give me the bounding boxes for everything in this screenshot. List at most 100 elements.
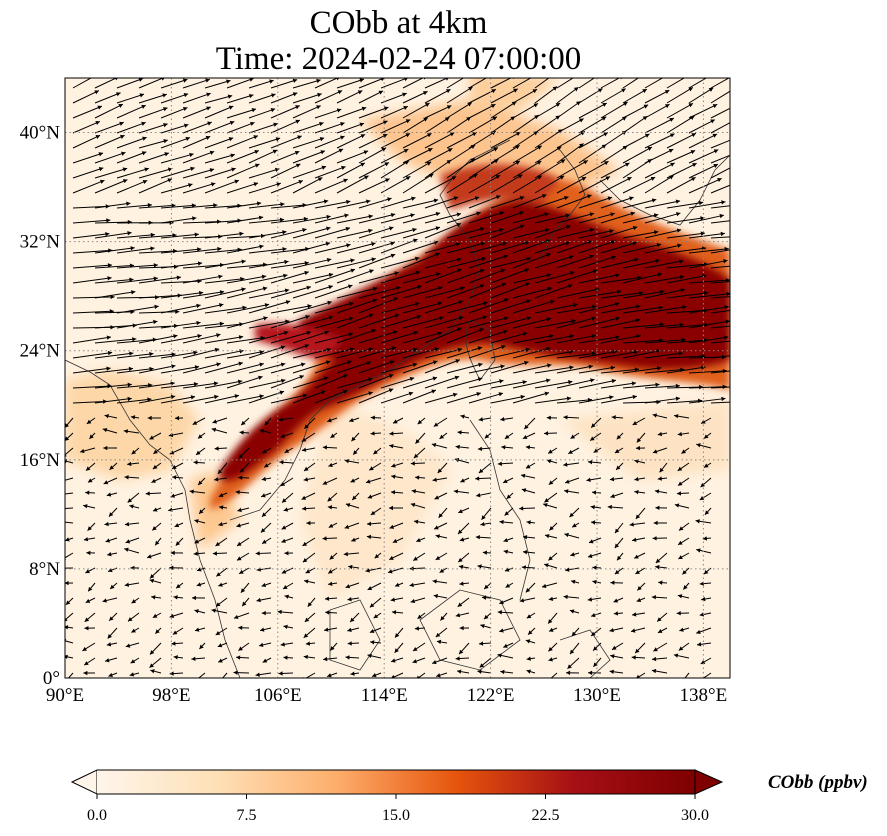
wind-arrow-head [592, 579, 597, 585]
wind-arrow-head [175, 309, 180, 314]
wind-arrow-head [350, 671, 355, 676]
wind-arrow-head [434, 347, 439, 352]
wind-arrow-head [655, 505, 660, 511]
wind-arrow-head [534, 74, 539, 78]
wind-arrow-head [581, 177, 587, 181]
wind-arrow [402, 332, 443, 344]
wind-arrow [490, 361, 529, 374]
wind-arrow [116, 305, 159, 314]
wind-arrow [490, 101, 517, 119]
wind-arrow-head [656, 242, 662, 248]
wind-arrow [160, 167, 195, 179]
wind-arrow-head [453, 489, 459, 494]
wind-arrow [556, 130, 586, 149]
wind-arrow-head [261, 476, 267, 482]
wind-arrow-head [65, 600, 71, 605]
wind-arrow [534, 102, 561, 119]
wind-arrow [710, 265, 730, 269]
wind-arrow-head [118, 103, 123, 108]
wind-arrow-head [319, 137, 325, 142]
wind-arrow-head [652, 449, 658, 454]
wind-arrow-head [214, 394, 219, 400]
wind-arrow-head [587, 597, 593, 602]
wind-arrow-head [547, 286, 552, 291]
wind-arrow-head [479, 641, 484, 646]
wind-arrow [160, 248, 202, 254]
wind-arrow-head [521, 488, 527, 493]
wind-arrow [600, 276, 642, 284]
wind-arrow [160, 366, 200, 374]
wind-arrow [468, 298, 509, 314]
wind-arrow-head [316, 78, 321, 84]
wind-arrow-head [127, 498, 133, 503]
wind-arrow [72, 310, 114, 314]
wind-arrow-head [129, 504, 134, 509]
wind-arrow-head [586, 477, 591, 482]
wind-arrow-head [569, 512, 574, 518]
wind-arrow-head [479, 227, 485, 232]
wind-arrow-head [149, 366, 154, 372]
wind-arrow [182, 220, 222, 224]
wind-arrow-head [141, 121, 146, 126]
wind-arrow-head [107, 350, 113, 356]
wind-arrow-head [241, 420, 246, 426]
wind-arrow [578, 196, 613, 209]
wind-arrow-head [410, 598, 416, 604]
wind-arrow-head [65, 436, 70, 441]
wind-arrow-head [445, 89, 451, 94]
wind-arrow [65, 447, 74, 456]
wind-arrow-head [250, 121, 255, 126]
wind-arrow [160, 334, 202, 344]
wind-arrow-head [741, 202, 745, 206]
wind-arrow [402, 272, 441, 284]
wind-arrow-head [700, 482, 706, 488]
wind-arrow-head [210, 182, 216, 187]
wind-arrow [270, 163, 301, 179]
wind-arrow [534, 241, 571, 254]
wind-arrow-head [515, 145, 520, 150]
wind-arrow-head [207, 121, 212, 126]
wind-arrow [116, 247, 155, 254]
wind-arrow-head [214, 446, 219, 451]
wind-arrow [116, 384, 153, 389]
wind-arrow-head [271, 93, 276, 98]
wind-arrow [380, 228, 417, 239]
wind-arrow-head [248, 93, 254, 99]
wind-arrow [380, 377, 415, 389]
wind-arrow-head [126, 201, 131, 206]
wind-arrow-head [330, 646, 335, 651]
wind-arrow [490, 224, 525, 239]
wind-arrow-head [235, 490, 240, 495]
wind-arrow-head [282, 246, 287, 252]
wind-arrow-head [478, 362, 483, 368]
wind-arrow-head [549, 525, 554, 531]
wind-arrow-head [349, 417, 354, 423]
wind-arrow [160, 217, 197, 224]
wind-arrow-head [368, 391, 373, 396]
wind-arrow [622, 104, 649, 119]
wind-arrow [380, 197, 416, 209]
wind-arrow-head [482, 550, 487, 555]
wind-arrow-head [185, 136, 191, 141]
wind-arrow-head [105, 658, 110, 663]
wind-arrow-head [498, 392, 503, 397]
wind-arrow-head [691, 133, 696, 138]
wind-arrow-head [435, 226, 441, 231]
wind-arrow-head [479, 663, 485, 668]
wind-arrow [226, 351, 264, 359]
wind-arrow [710, 205, 730, 209]
wind-arrow-head [65, 617, 68, 622]
wind-arrow-head [477, 564, 482, 569]
wind-arrow-head [270, 108, 276, 113]
map-title: CObb at 4km [309, 5, 488, 41]
wind-arrow [710, 154, 730, 164]
wind-arrow [644, 244, 682, 254]
wind-arrow [160, 153, 194, 164]
wind-arrow-head [413, 347, 418, 352]
wind-arrow-head [517, 174, 523, 179]
wind-arrow [556, 352, 596, 359]
wind-arrow [65, 507, 74, 510]
wind-arrow [666, 399, 703, 404]
wind-arrow-head [515, 160, 520, 165]
wind-arrow-head [433, 594, 439, 599]
